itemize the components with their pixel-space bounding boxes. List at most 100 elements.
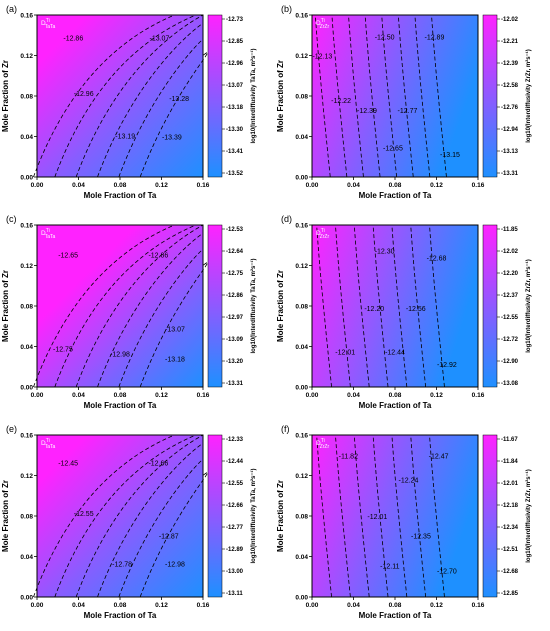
contour-label: -12.55 (74, 511, 94, 518)
y-tick-label: 0.16 (295, 223, 308, 230)
y-axis-label: Mole Fraction of Zr (1, 270, 10, 342)
x-tick-label: 0.00 (31, 602, 44, 609)
y-tick-label: 0.04 (295, 134, 308, 141)
heatmap-area (37, 435, 203, 597)
x-tick-label: 0.08 (114, 392, 127, 399)
contour-label: -12.92 (437, 362, 457, 369)
colorbar-tick-label: -13.52 (226, 171, 244, 177)
chart-panel: (f) -11.82 -12.47 -12.24 -12.01 -12.35 -12.11 -… (276, 424, 532, 620)
contour-label: -12.13 (312, 54, 332, 61)
contour-line (391, 434, 408, 598)
chart-panel: (d) -12.30 -12.68 -12.20 -12.56 -12.01 -12.44 -… (276, 214, 532, 410)
y-tick-label: 0.00 (20, 595, 33, 602)
x-axis-label: Mole Fraction of Ta (84, 191, 157, 200)
colorbar-tick-label: -13.11 (226, 591, 243, 597)
contour-label: -12.89 (424, 34, 444, 41)
colorbar-tick-label: -12.72 (501, 337, 519, 343)
chart-panel: (b) -12.13 -12.50 -12.89 -12.22 -12.39 -12.77 -… (276, 4, 532, 200)
colorbar (207, 224, 223, 388)
y-tick-label: 0.00 (295, 175, 308, 182)
colorbar-tick-label: -13.20 (226, 359, 244, 365)
contour-label: -12.24 (399, 478, 419, 485)
diffusivity-label: DTi TaTa (41, 438, 55, 450)
colorbar (482, 434, 498, 598)
colorbar-tick-label: -12.90 (501, 359, 519, 365)
contour-label: -12.65 (383, 146, 403, 153)
contour-label: -12.47 (429, 453, 449, 460)
contour-line (33, 14, 175, 178)
contour-label: -12.98 (110, 352, 130, 359)
contour-label: -12.77 (398, 108, 418, 115)
y-tick-label: 0.16 (20, 433, 33, 440)
colorbar (207, 434, 223, 598)
x-tick-label: 0.12 (155, 602, 168, 609)
chart-panel: (e) -12.45 -12.66 -12.55 -12.87 -12.78 -12.98 D… (1, 424, 257, 620)
colorbar-tick-label: -12.21 (501, 39, 519, 45)
x-tick-label: 0.04 (72, 392, 85, 399)
x-tick-label: 0.04 (72, 602, 85, 609)
x-tick-label: 0.04 (347, 392, 360, 399)
x-tick-label: 0.08 (114, 602, 127, 609)
y-tick-label: 0.04 (295, 554, 308, 561)
colorbar-tick-label: -12.20 (501, 271, 519, 277)
x-tick-label: 0.16 (472, 602, 485, 609)
x-axis-label: Mole Fraction of Ta (359, 611, 432, 620)
contour-label: -13.18 (165, 357, 185, 364)
y-tick-label: 0.04 (295, 344, 308, 351)
heatmap-area (312, 435, 478, 597)
y-tick-label: 0.08 (20, 94, 33, 101)
colorbar-tick-label: -12.58 (501, 83, 519, 89)
colorbar-tick-label: -13.00 (226, 569, 244, 575)
colorbar-tick-label: -13.09 (226, 337, 244, 343)
x-tick-label: 0.00 (306, 392, 319, 399)
contour-line (431, 14, 447, 178)
contour-line (75, 14, 204, 178)
y-tick-label: 0.12 (20, 53, 33, 60)
y-axis-label: Mole Fraction of Zr (276, 60, 285, 132)
contour-line (118, 458, 204, 598)
colorbar-tick-label: -11.85 (501, 227, 518, 233)
colorbar-tick-label: -12.02 (501, 17, 519, 23)
x-tick-label: 0.00 (306, 602, 319, 609)
contour-line (97, 442, 204, 598)
y-tick-label: 0.00 (295, 595, 308, 602)
colorbar-tick-label: -11.84 (501, 459, 518, 465)
x-tick-label: 0.04 (347, 602, 360, 609)
y-tick-label: 0.08 (20, 514, 33, 521)
colorbar-tick-label: -12.85 (501, 591, 519, 597)
contour-line (33, 434, 175, 598)
contour-label: -13.39 (162, 135, 182, 142)
colorbar-tick-label: -13.41 (226, 149, 244, 155)
y-tick-label: 0.04 (20, 344, 33, 351)
y-tick-label: 0.00 (295, 385, 308, 392)
colorbar-tick-label: -13.13 (501, 149, 519, 155)
colorbar-tick-label: -12.64 (226, 249, 244, 255)
contour-label: -12.01 (335, 350, 355, 357)
y-tick-label: 0.12 (20, 473, 33, 480)
contour-lines (33, 14, 209, 178)
contour-line (372, 224, 389, 388)
contour-label: -12.66 (148, 460, 168, 467)
contour-line (429, 434, 445, 598)
colorbar-tick-label: -12.85 (226, 39, 244, 45)
colorbar-tick-label: -12.75 (226, 271, 244, 277)
colorbar-tick-label: -13.08 (501, 381, 519, 387)
contour-line (54, 224, 197, 388)
colorbar-tick-label: -13.31 (226, 381, 244, 387)
contour-label: -12.56 (406, 306, 426, 313)
y-tick-label: 0.12 (295, 473, 308, 480)
x-tick-label: 0.08 (389, 392, 402, 399)
contour-line (353, 434, 370, 598)
x-tick-label: 0.08 (114, 182, 127, 189)
x-tick-label: 0.00 (31, 182, 44, 189)
colorbar-tick-label: -12.39 (501, 61, 519, 67)
diffusivity-label: DTi ZrZr (316, 228, 329, 240)
colorbar-tick-label: -12.68 (501, 569, 519, 575)
contour-label: -12.35 (411, 533, 431, 540)
contour-label: -12.45 (58, 460, 78, 467)
contour-line (410, 224, 427, 388)
y-tick-label: 0.12 (295, 53, 308, 60)
chart-panel: (c) -12.65 -12.86 -13.07 -12.75 -12.98 -13.18 D… (1, 214, 257, 410)
contour-label: -12.30 (375, 248, 395, 255)
colorbar-tick-label: -12.76 (501, 105, 519, 111)
